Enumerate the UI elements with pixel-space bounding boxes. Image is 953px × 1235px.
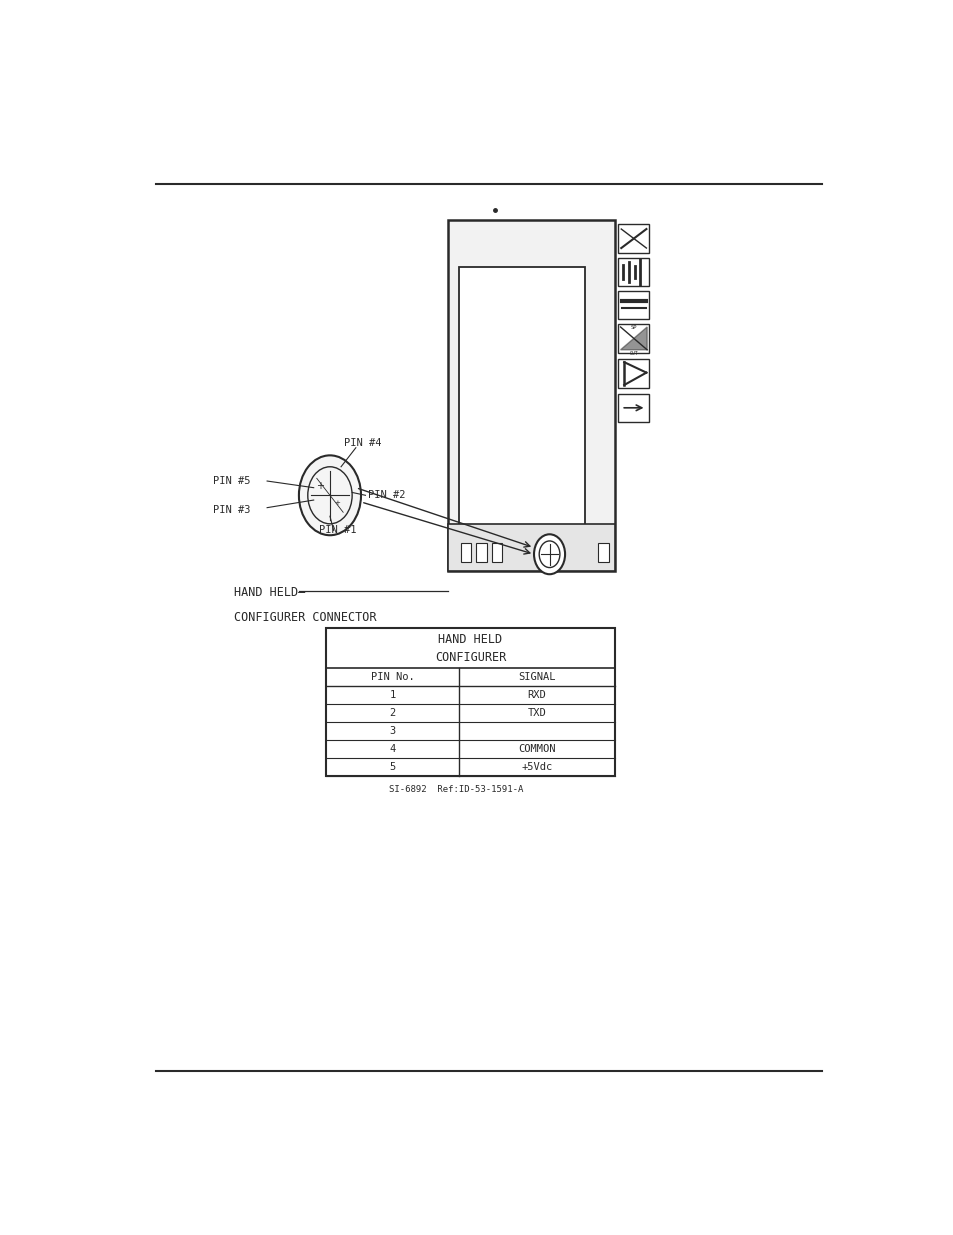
Bar: [618, 291, 649, 320]
Polygon shape: [619, 327, 646, 350]
Circle shape: [538, 541, 559, 568]
Text: PIN #1: PIN #1: [318, 525, 356, 536]
Circle shape: [308, 467, 352, 524]
Bar: [618, 359, 649, 388]
Bar: [492, 543, 501, 562]
Text: HAND HELD
CONFIGURER: HAND HELD CONFIGURER: [435, 632, 505, 664]
Text: PIN No.: PIN No.: [371, 672, 414, 682]
Bar: [618, 225, 649, 253]
Text: SIGNAL: SIGNAL: [517, 672, 555, 682]
Circle shape: [298, 456, 360, 535]
Text: 4: 4: [389, 743, 395, 753]
Text: PIN #2: PIN #2: [368, 490, 405, 500]
Bar: [618, 324, 649, 353]
Bar: [448, 524, 614, 572]
Text: 3: 3: [389, 726, 395, 736]
Bar: [460, 543, 471, 562]
Text: HAND HELD—: HAND HELD—: [233, 585, 305, 599]
Text: SP: SP: [630, 325, 637, 330]
Text: TXD: TXD: [527, 708, 545, 718]
Bar: [448, 220, 614, 572]
Text: RXD: RXD: [527, 690, 545, 700]
Bar: [618, 258, 649, 287]
Bar: [598, 543, 608, 562]
Text: 2: 2: [389, 708, 395, 718]
Text: CONFIGURER CONNECTOR: CONFIGURER CONNECTOR: [233, 611, 375, 625]
Bar: [459, 267, 584, 538]
Text: 1: 1: [389, 690, 395, 700]
Text: PIN #5: PIN #5: [213, 475, 251, 487]
Bar: [326, 629, 614, 776]
Text: +5Vdc: +5Vdc: [520, 762, 552, 772]
Text: COMMON: COMMON: [517, 743, 555, 753]
Text: +: +: [335, 500, 340, 506]
Text: 5: 5: [389, 762, 395, 772]
Text: SI-6892  Ref:ID-53-1591-A: SI-6892 Ref:ID-53-1591-A: [389, 785, 522, 794]
Circle shape: [534, 535, 564, 574]
Bar: [618, 394, 649, 422]
Text: +: +: [316, 480, 324, 490]
Text: PIN #4: PIN #4: [344, 438, 381, 448]
Bar: [476, 543, 486, 562]
Text: PIN #3: PIN #3: [213, 505, 251, 515]
Text: OUT: OUT: [629, 351, 638, 356]
